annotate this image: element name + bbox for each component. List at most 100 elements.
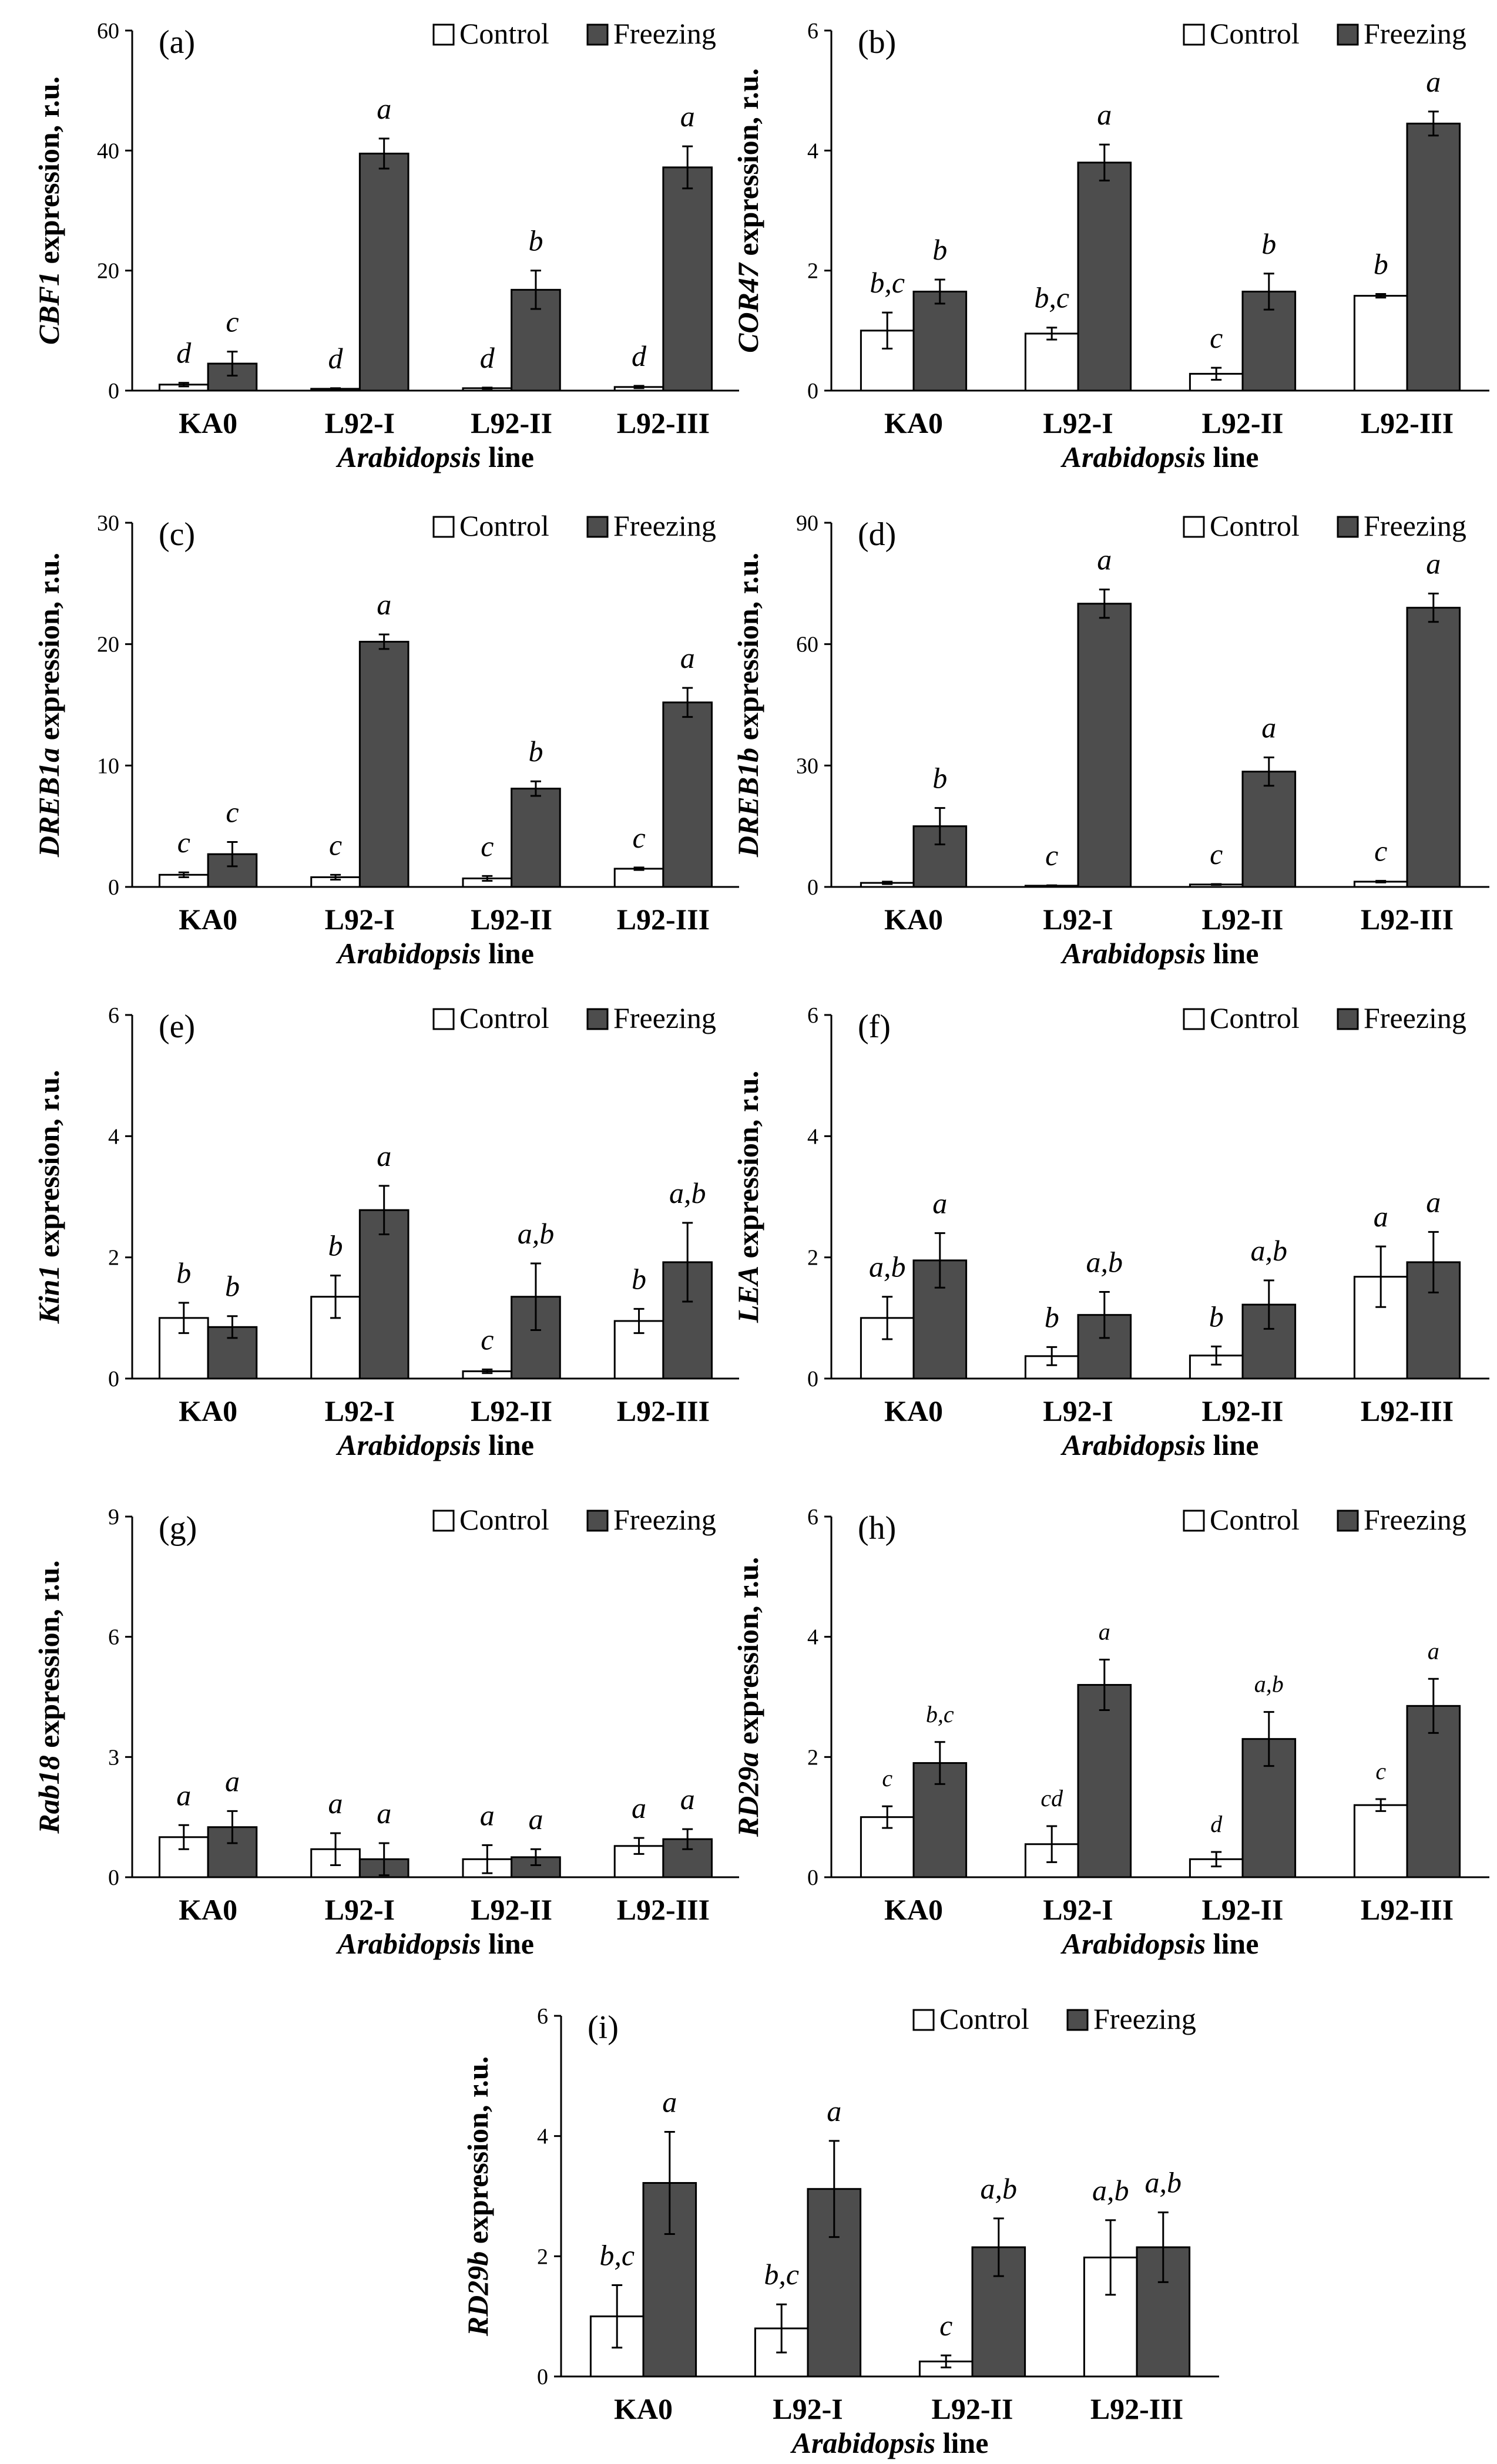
significance-label: a [1426,65,1441,98]
y-tick-label: 6 [108,1625,119,1650]
freezing-bar [1241,771,1297,888]
legend-control-swatch [1183,1008,1205,1030]
legend-control-swatch [432,1008,455,1030]
freezing-bar [511,788,561,888]
significance-label: a [932,1186,947,1219]
significance-label: c [882,1765,892,1791]
significance-label: c [1375,1758,1386,1784]
y-tick-label: 2 [807,1246,818,1270]
panel-label: (g) [159,1510,197,1547]
legend-control-swatch [432,23,455,46]
x-tick-label: L92-I [1043,406,1113,439]
x-tick-label: L92-I [773,2392,843,2425]
significance-label: c [177,826,190,859]
control-bar [860,1317,915,1380]
significance-label: b [528,735,543,768]
significance-label: b [176,1256,191,1289]
x-tick-label: L92-II [932,2392,1013,2425]
significance-label: c [329,828,342,861]
legend-control-swatch [912,2009,935,2031]
y-tick-label: 10 [97,754,119,778]
y-tick-label: 4 [807,139,818,163]
chart-2: 0 10 20 30 c c KA0 c a L92-I c b L92-II c a L92-III Arab… [32,509,739,970]
legend-freezing-swatch [1066,2009,1089,2031]
significance-label: a [1099,1619,1110,1645]
y-tick-label: 4 [108,1124,119,1149]
significance-label: a [1261,711,1276,744]
chart-4: 0 2 4 6 b b KA0 b a L92-I c a,b L92-II b a,b L92-III Ara… [32,1001,739,1461]
control-bar [1024,332,1079,392]
significance-label: a [1097,98,1112,131]
y-tick-label: 0 [537,2365,548,2389]
significance-label: a [528,1803,543,1836]
significance-label: c [481,1323,494,1356]
legend-freezing-swatch [1337,1008,1359,1030]
y-axis-label: Rab18 expression, r.u. [32,1560,65,1834]
legend-freezing-label: Freezing [613,1001,716,1034]
y-axis-label: Kin1 expression, r.u. [32,1070,65,1324]
significance-label: d [176,337,192,369]
legend-control-swatch [1183,516,1205,538]
legend-freezing-swatch [586,1008,609,1030]
legend-control-label: Control [939,2002,1029,2035]
y-axis-label: LEA expression, r.u. [731,1071,764,1323]
freezing-bar [358,152,410,392]
x-tick-label: KA0 [884,903,943,936]
freezing-bar [1077,1684,1132,1878]
significance-label: c [1210,321,1223,354]
freezing-bar [1406,122,1461,392]
significance-label: d [1210,1811,1223,1837]
x-axis-label: Arabidopsis line [790,2426,989,2459]
y-tick-label: 30 [796,754,818,778]
significance-label: a [328,1787,343,1820]
x-axis-label: Arabidopsis line [1060,937,1259,970]
x-tick-label: L92-II [471,1394,552,1427]
significance-label: b [328,1229,343,1262]
legend-control-label: Control [459,1001,549,1034]
significance-label: c [1045,839,1058,872]
panel-label: (f) [858,1009,891,1045]
x-tick-label: L92-III [1361,1394,1454,1427]
significance-label: c [226,305,239,338]
significance-label: a [680,641,695,674]
control-bar [1353,1804,1408,1878]
x-tick-label: L92-III [1090,2392,1183,2425]
y-tick-label: 60 [796,633,818,657]
x-tick-label: L92-I [325,1394,395,1427]
x-axis-label: Arabidopsis line [1060,441,1259,473]
significance-label: c [1210,838,1223,870]
legend-freezing-label: Freezing [1364,1503,1466,1536]
y-tick-label: 0 [807,875,818,900]
significance-label: a [480,1799,495,1831]
legend-freezing-label: Freezing [1093,2002,1196,2035]
legend-freezing-swatch [1337,23,1359,46]
x-tick-label: L92-III [1361,406,1454,439]
significance-label: d [632,339,647,372]
y-tick-label: 90 [796,511,818,536]
freezing-bar [1077,603,1132,888]
control-bar [613,868,664,888]
x-tick-label: L92-II [1202,406,1284,439]
significance-label: a [377,1139,391,1172]
x-tick-label: KA0 [179,406,237,439]
significance-label: cd [1040,1785,1063,1811]
y-tick-label: 4 [807,1625,818,1650]
x-tick-label: L92-I [1043,903,1113,936]
significance-label: d [480,341,495,374]
x-tick-label: L92-I [1043,1394,1113,1427]
y-tick-label: 0 [108,379,119,404]
x-tick-label: L92-III [617,1394,710,1427]
y-tick-label: 4 [537,2125,548,2149]
freezing-bar [912,290,968,392]
x-tick-label: KA0 [884,1893,943,1926]
y-tick-label: 2 [807,259,818,284]
legend-freezing-swatch [1337,1510,1359,1532]
freezing-bar [662,1261,713,1380]
panel-label: (b) [858,24,896,60]
y-axis-label: DREB1b expression, r.u. [731,553,764,858]
panel-label: (i) [588,2009,619,2046]
significance-label: b [932,762,947,795]
y-tick-label: 4 [807,1124,818,1149]
chart-3: 0 30 60 90 b KA0 c a L92-I c a L92-II c a L92-III Arabi… [731,509,1489,970]
y-tick-label: 6 [807,1505,818,1530]
